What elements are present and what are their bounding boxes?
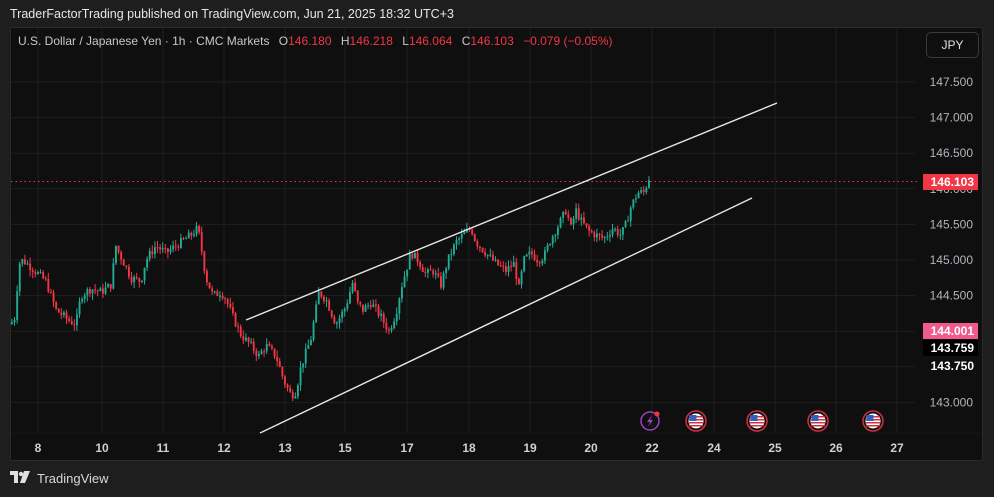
y-axis-label: 145.000 bbox=[930, 253, 974, 267]
open-label: O bbox=[278, 34, 289, 48]
y-axis-label: 147.000 bbox=[930, 111, 974, 125]
brand-label: TradingView bbox=[37, 471, 109, 486]
x-axis-label: 25 bbox=[768, 441, 782, 455]
x-axis-label: 27 bbox=[890, 441, 904, 455]
x-axis-label: 18 bbox=[462, 441, 476, 455]
ohlc-legend: U.S. Dollar / Japanese Yen · 1h · CMC Ma… bbox=[18, 34, 613, 48]
open-value: 146.180 bbox=[288, 34, 332, 48]
lightning-event-icon[interactable] bbox=[640, 411, 660, 431]
channel-lower-line[interactable] bbox=[259, 197, 753, 434]
low-value: 146.064 bbox=[408, 34, 453, 48]
high-value: 146.218 bbox=[349, 34, 393, 48]
us-flag-event-icon[interactable] bbox=[746, 410, 768, 432]
x-axis-label: 12 bbox=[217, 441, 231, 455]
publisher-line: TraderFactorTrading published on Trading… bbox=[10, 7, 454, 21]
y-axis-label: 143.000 bbox=[930, 395, 974, 409]
us-flag-event-icon[interactable] bbox=[807, 410, 829, 432]
x-axis-label: 15 bbox=[338, 441, 352, 455]
price-tag: 143.750 bbox=[923, 358, 978, 374]
price-tag: 146.103 bbox=[923, 174, 978, 190]
chart-panel[interactable] bbox=[10, 27, 983, 461]
x-axis-label: 22 bbox=[645, 441, 659, 455]
close-label: C bbox=[461, 34, 471, 48]
y-axis-label: 144.500 bbox=[930, 289, 974, 303]
x-axis-label: 26 bbox=[829, 441, 843, 455]
x-axis-label: 24 bbox=[707, 441, 721, 455]
high-label: H bbox=[340, 34, 350, 48]
low-label: L bbox=[402, 34, 409, 48]
y-axis-label: 145.500 bbox=[930, 217, 974, 231]
currency-button[interactable]: JPY bbox=[926, 32, 979, 58]
price-tag: 143.759 bbox=[923, 340, 978, 356]
x-axis-label: 11 bbox=[157, 441, 170, 455]
x-axis-label: 8 bbox=[35, 441, 42, 455]
x-axis-label: 10 bbox=[95, 441, 109, 455]
close-value: 146.103 bbox=[470, 34, 514, 48]
us-flag-event-icon[interactable] bbox=[862, 410, 884, 432]
change-value: −0.079 (−0.05%) bbox=[523, 34, 613, 48]
symbol-label[interactable]: U.S. Dollar / Japanese Yen · 1h · CMC Ma… bbox=[18, 34, 270, 48]
price-tag: 144.001 bbox=[923, 323, 978, 339]
tv-logo-icon bbox=[10, 471, 32, 486]
x-axis-label: 17 bbox=[400, 441, 414, 455]
x-axis-label: 19 bbox=[523, 441, 537, 455]
channel-upper-line[interactable] bbox=[245, 102, 778, 321]
y-axis-label: 147.500 bbox=[930, 75, 974, 89]
candles bbox=[11, 176, 650, 402]
y-axis-label: 146.500 bbox=[930, 146, 974, 160]
x-axis-label: 20 bbox=[584, 441, 598, 455]
x-axis-label: 13 bbox=[278, 441, 292, 455]
footer-brand: TradingView bbox=[10, 471, 109, 486]
us-flag-event-icon[interactable] bbox=[685, 410, 707, 432]
